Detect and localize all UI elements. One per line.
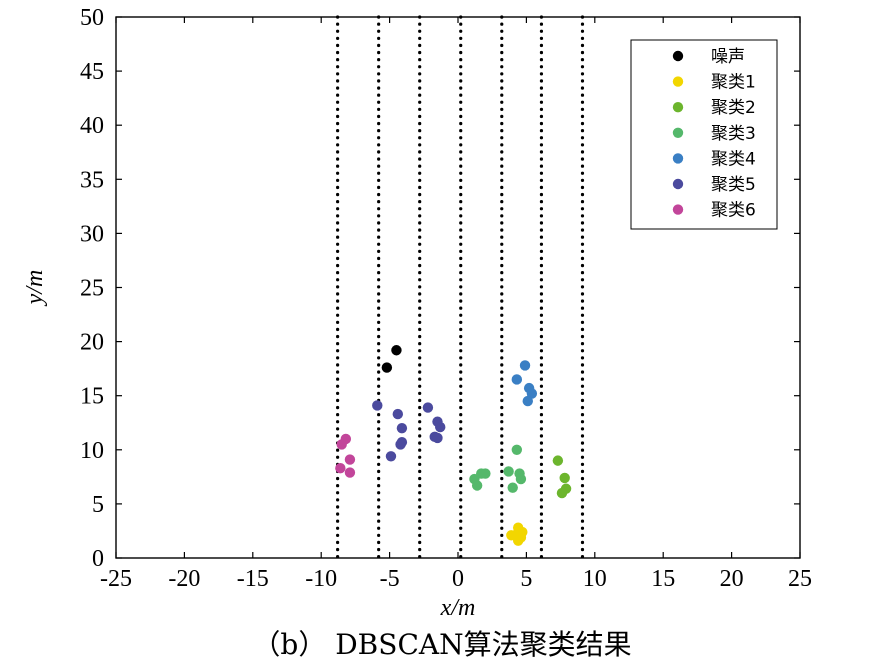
y-tick-label: 45 xyxy=(80,59,104,85)
x-tick-label: 15 xyxy=(651,566,675,592)
x-tick-label: 20 xyxy=(720,566,744,592)
x-tick-label: -20 xyxy=(168,566,200,592)
point-series-4 xyxy=(471,480,483,491)
legend-marker-7 xyxy=(672,204,684,215)
x-tick-label: 10 xyxy=(583,566,607,592)
point-series-6 xyxy=(396,422,408,434)
y-axis-label: y/m xyxy=(22,270,48,307)
y-tick-label: 30 xyxy=(80,221,104,247)
point-series-4 xyxy=(507,482,518,493)
y-tick-label: 50 xyxy=(80,5,104,31)
x-tick-label: 5 xyxy=(520,566,532,592)
legend-label-7: 聚类6 xyxy=(711,201,756,221)
point-series-5 xyxy=(522,395,533,407)
point-series-4 xyxy=(515,473,527,485)
point-series-6 xyxy=(432,432,443,444)
y-tick-label: 5 xyxy=(92,492,104,518)
y-tick-label: 10 xyxy=(80,438,104,464)
point-series-7 xyxy=(344,467,356,478)
legend-marker-1 xyxy=(672,50,684,62)
y-tick-label: 20 xyxy=(80,330,104,356)
x-tick-label: -15 xyxy=(237,566,269,592)
figure-caption: （b） DBSCAN算法聚类结果 xyxy=(252,628,631,661)
point-series-5 xyxy=(519,360,531,371)
point-series-4 xyxy=(511,444,523,455)
point-series-7 xyxy=(336,439,347,450)
point-series-6 xyxy=(372,400,383,411)
point-series-7 xyxy=(335,462,346,474)
point-series-4 xyxy=(503,466,514,477)
vertical-dotted-lines xyxy=(336,15,585,560)
point-series-5 xyxy=(511,374,523,385)
point-series-1 xyxy=(381,362,393,373)
point-series-3 xyxy=(556,487,568,499)
x-axis-label: x/m xyxy=(440,595,476,621)
y-tick-label: 0 xyxy=(92,546,104,572)
point-series-6 xyxy=(392,408,404,420)
point-series-3 xyxy=(559,472,570,484)
y-tick-label: 40 xyxy=(80,113,104,139)
data-points xyxy=(335,345,572,546)
legend-label-5: 聚类4 xyxy=(711,149,756,169)
legend-marker-2 xyxy=(672,76,684,87)
x-tick-label: -25 xyxy=(100,566,132,592)
y-tick-label: 35 xyxy=(80,167,104,193)
x-tick-label: -5 xyxy=(380,566,400,592)
point-series-6 xyxy=(435,421,446,433)
x-tick-label: -10 xyxy=(305,566,337,592)
legend-marker-3 xyxy=(672,102,684,113)
legend-marker-6 xyxy=(672,178,684,190)
legend-marker-4 xyxy=(672,127,684,138)
point-series-2 xyxy=(512,535,524,546)
point-series-6 xyxy=(422,402,434,413)
legend-marker-5 xyxy=(672,153,684,164)
legend-box xyxy=(630,39,778,230)
x-tick-label: 25 xyxy=(788,566,812,592)
y-tick-label: 25 xyxy=(80,276,104,302)
legend-label-3: 聚类2 xyxy=(711,98,756,118)
point-series-6 xyxy=(395,439,406,450)
x-axis-ticks: -25 -20 -15 -10 -5 0 5 10 15 20 25 xyxy=(100,17,812,592)
point-series-6 xyxy=(385,451,397,462)
legend-label-6: 聚类5 xyxy=(711,175,756,195)
legend-label-1: 噪声 xyxy=(711,47,745,67)
point-series-7 xyxy=(344,454,356,465)
y-axis-ticks: 0 5 10 15 20 25 30 35 40 45 50 xyxy=(80,5,800,572)
x-tick-label: 0 xyxy=(452,566,464,592)
legend-label-4: 聚类3 xyxy=(711,124,756,144)
legend-label-2: 聚类1 xyxy=(711,73,756,93)
y-tick-label: 15 xyxy=(80,384,104,410)
point-series-1 xyxy=(391,345,402,356)
point-series-3 xyxy=(552,455,564,466)
